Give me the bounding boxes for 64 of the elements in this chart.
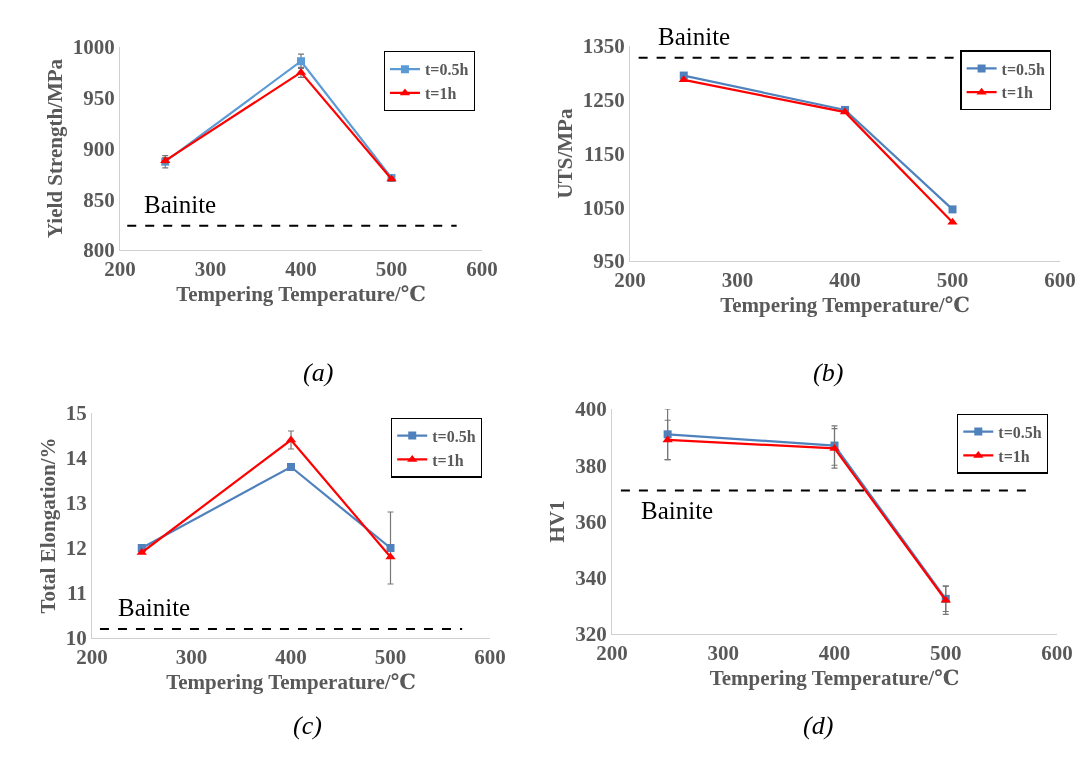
x-axis-title: Tempering Temperature/℃ bbox=[709, 666, 960, 691]
x-tick-label: 600 bbox=[466, 257, 498, 282]
y-tick-label: 15 bbox=[65, 401, 87, 426]
y-tick-label: 1350 bbox=[582, 34, 625, 59]
x-tick-label: 300 bbox=[175, 645, 208, 670]
text: (d) bbox=[803, 711, 834, 740]
point bbox=[386, 544, 395, 552]
y-tick-label: 900 bbox=[83, 136, 115, 161]
y-tick-label: 380 bbox=[575, 453, 607, 478]
x-tick-label: 500 bbox=[930, 641, 962, 666]
x-tick-label: 600 bbox=[474, 645, 506, 670]
point bbox=[678, 75, 689, 83]
point bbox=[948, 205, 957, 214]
y-tick-label: 950 bbox=[83, 86, 115, 111]
x-axis-title: Tempering Temperature/℃ bbox=[176, 282, 426, 307]
y-tick-label: 1000 bbox=[72, 35, 115, 60]
legend-label: t=1h bbox=[424, 85, 457, 103]
legend-label: t=0.5h bbox=[432, 427, 476, 445]
y-tick-label: 850 bbox=[83, 187, 115, 212]
y-axis-title: UTS/MPa bbox=[552, 108, 577, 199]
x-tick-label: 300 bbox=[194, 257, 227, 282]
text: (a) bbox=[303, 358, 334, 387]
x-tick-label: 500 bbox=[374, 645, 407, 670]
legend-label: t=1h bbox=[1001, 84, 1034, 102]
text: (c) bbox=[293, 711, 322, 740]
legend-label: t=1h bbox=[998, 447, 1030, 465]
y-tick-label: 360 bbox=[575, 509, 607, 534]
y-tick-label: 12 bbox=[65, 536, 87, 561]
ref-line-label: Bainite bbox=[658, 23, 731, 50]
text: (b) bbox=[813, 358, 844, 387]
x-tick-label: 500 bbox=[936, 268, 969, 293]
legend-label: t=1h bbox=[432, 451, 464, 469]
legend-label: t=0.5h bbox=[998, 423, 1042, 441]
y-axis-title: Total Elongation/% bbox=[35, 437, 60, 614]
legend-label: t=0.5h bbox=[1001, 60, 1046, 78]
ref-line-label: Bainite bbox=[118, 594, 191, 621]
x-tick-label: 300 bbox=[721, 268, 754, 293]
ref-line-label: Bainite bbox=[144, 191, 217, 218]
x-tick-label: 500 bbox=[375, 257, 408, 282]
x-tick-label: 400 bbox=[818, 641, 851, 666]
y-tick-label: 1050 bbox=[582, 195, 625, 220]
y-tick-label: 1150 bbox=[583, 141, 625, 166]
legend-label: t=0.5h bbox=[424, 61, 469, 79]
x-tick-label: 400 bbox=[275, 645, 307, 670]
point bbox=[947, 217, 958, 225]
x-tick-label: 300 bbox=[707, 641, 739, 666]
x-axis-title: Tempering Temperature/℃ bbox=[166, 670, 416, 695]
x-tick-label: 400 bbox=[285, 257, 317, 282]
x-tick-label: 400 bbox=[829, 268, 861, 293]
y-tick-label: 1250 bbox=[582, 88, 625, 113]
y-tick-label: 14 bbox=[65, 446, 88, 471]
y-tick-label: 11 bbox=[66, 581, 87, 606]
x-tick-label: 600 bbox=[1041, 641, 1073, 666]
x-tick-label: 600 bbox=[1044, 268, 1076, 293]
ref-line-label: Bainite bbox=[641, 497, 714, 524]
x-axis-title: Tempering Temperature/℃ bbox=[720, 293, 970, 318]
point bbox=[662, 435, 673, 443]
point bbox=[385, 552, 396, 560]
y-axis-title: Yield Strength/MPa bbox=[42, 58, 67, 239]
y-tick-label: 340 bbox=[575, 566, 607, 591]
y-tick-label: 13 bbox=[65, 491, 87, 516]
y-axis-title: HV1 bbox=[545, 500, 570, 543]
point bbox=[297, 57, 305, 66]
y-tick-label: 400 bbox=[575, 397, 607, 422]
